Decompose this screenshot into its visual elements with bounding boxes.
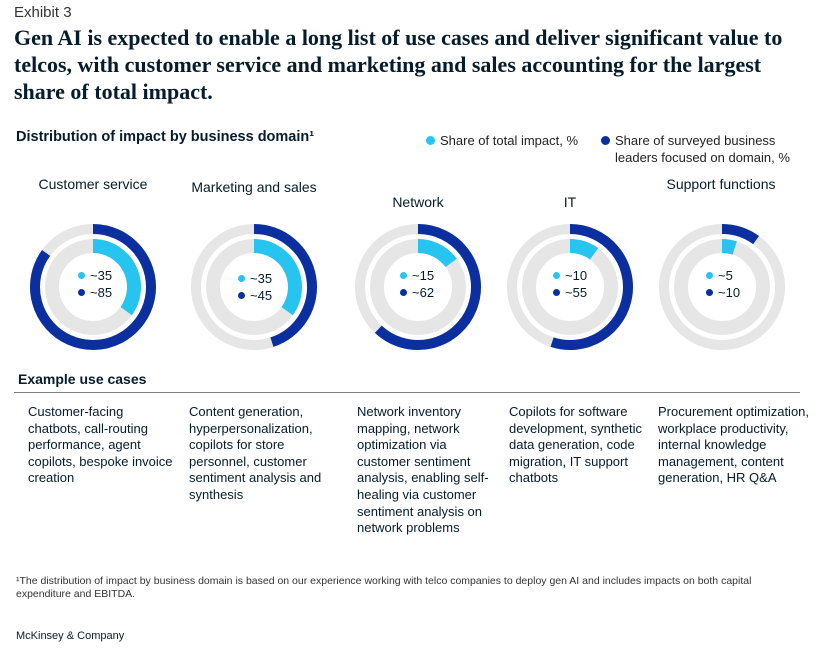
share-arc-customer-service: [92, 239, 141, 316]
share-value-marketing-and-sales: ~35: [238, 271, 272, 286]
leaders-arc-network: [374, 224, 481, 350]
use-cases-support-functions: Procurement optimization, workplace prod…: [658, 404, 810, 486]
domain-label-customer-service: Customer service: [38, 176, 148, 192]
leaders-value-customer-service: ~85: [78, 285, 112, 300]
leaders-dot: [78, 289, 85, 296]
share-arc-network: [417, 239, 457, 268]
leaders-arc-it: [550, 224, 633, 350]
leaders-dot: [553, 289, 560, 296]
use-cases-it: Copilots for software development, synth…: [509, 404, 642, 486]
chart-title: Distribution of impact by business domai…: [16, 129, 315, 145]
brand-label: McKinsey & Company: [16, 630, 125, 642]
share-dot: [400, 272, 407, 279]
exhibit-label: Exhibit 3: [14, 4, 72, 21]
share-dot: [706, 272, 713, 279]
use-cases-network: Network inventory mapping, network optim…: [357, 404, 489, 536]
share-dot: [238, 275, 245, 282]
legend-leaders-swatch: [601, 136, 610, 145]
use-cases-marketing-and-sales: Content generation, hyperpersonalization…: [189, 404, 322, 502]
use-cases-customer-service: Customer-facing chatbots, call-routing p…: [28, 404, 173, 486]
legend-leaders-label: Share of surveyed business leaders focus…: [615, 133, 790, 165]
footnote: ¹The distribution of impact by business …: [16, 575, 752, 600]
legend-leaders: Share of surveyed business leaders focus…: [601, 132, 811, 166]
share-value-customer-service: ~35: [78, 268, 112, 283]
share-value-it: ~10: [553, 268, 587, 283]
domain-label-it: IT: [563, 194, 577, 210]
leaders-arc-marketing-and-sales: [253, 224, 317, 347]
domain-label-marketing-and-sales: Marketing and sales: [191, 179, 317, 195]
share-dot: [553, 272, 560, 279]
leaders-dot: [706, 289, 713, 296]
leaders-value-network: ~62: [400, 285, 434, 300]
legend-share: Share of total impact, %: [426, 132, 578, 149]
domain-label-support-functions: Support functions: [666, 176, 776, 192]
share-arc-it: [569, 239, 599, 260]
leaders-value-it: ~55: [553, 285, 587, 300]
use-cases-heading: Example use cases: [18, 371, 147, 387]
share-arc-marketing-and-sales: [253, 239, 302, 316]
leaders-value-support-functions: ~10: [706, 285, 740, 300]
leaders-dot: [238, 292, 245, 299]
leaders-arc-support-functions: [721, 224, 760, 245]
legend-share-swatch: [426, 136, 435, 145]
share-value-support-functions: ~5: [706, 268, 733, 283]
domain-label-network: Network: [392, 194, 444, 210]
leaders-dot: [400, 289, 407, 296]
leaders-arc-customer-service: [30, 224, 156, 350]
share-dot: [78, 272, 85, 279]
share-arc-support-functions: [721, 239, 737, 255]
share-value-network: ~15: [400, 268, 434, 283]
page-title: Gen AI is expected to enable a long list…: [14, 25, 783, 104]
legend-share-label: Share of total impact, %: [440, 133, 579, 148]
leaders-value-marketing-and-sales: ~45: [238, 288, 272, 303]
divider: [14, 392, 800, 393]
